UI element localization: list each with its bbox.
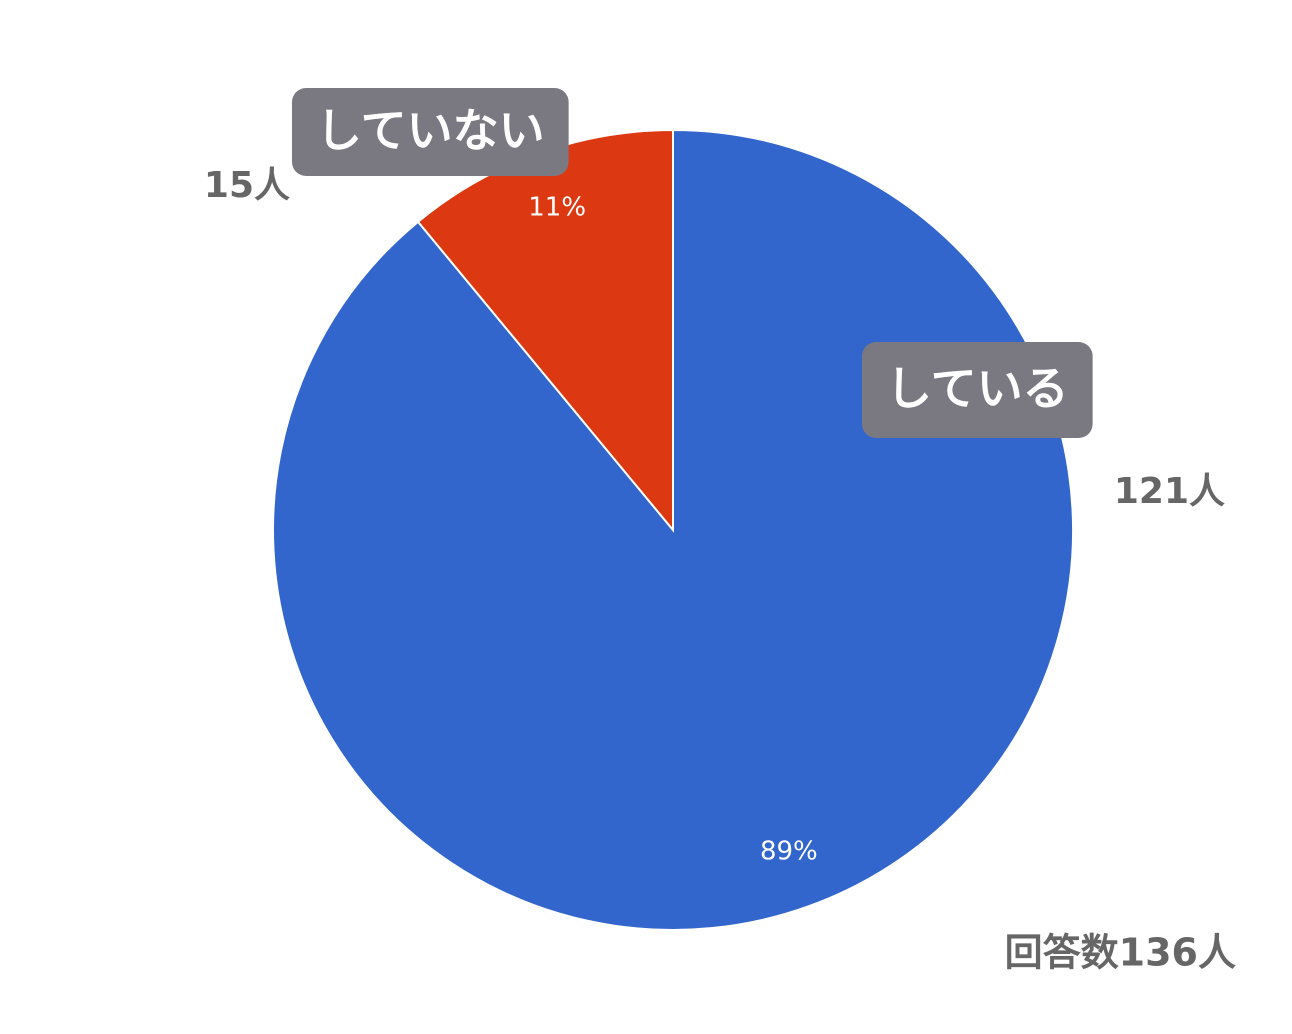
label-box — [862, 342, 1093, 438]
category-name: していない — [316, 104, 545, 158]
category-label: している — [862, 342, 1093, 438]
category-name: している — [886, 362, 1069, 416]
percent-label: 11% — [528, 193, 586, 223]
count-label: 121人 — [1114, 471, 1225, 512]
count-label: 15人 — [204, 165, 290, 206]
category-label: していない — [292, 88, 569, 176]
percent-label: 89% — [760, 836, 818, 866]
label-box — [292, 88, 569, 176]
total-note: 回答数136人 — [1005, 931, 1236, 975]
